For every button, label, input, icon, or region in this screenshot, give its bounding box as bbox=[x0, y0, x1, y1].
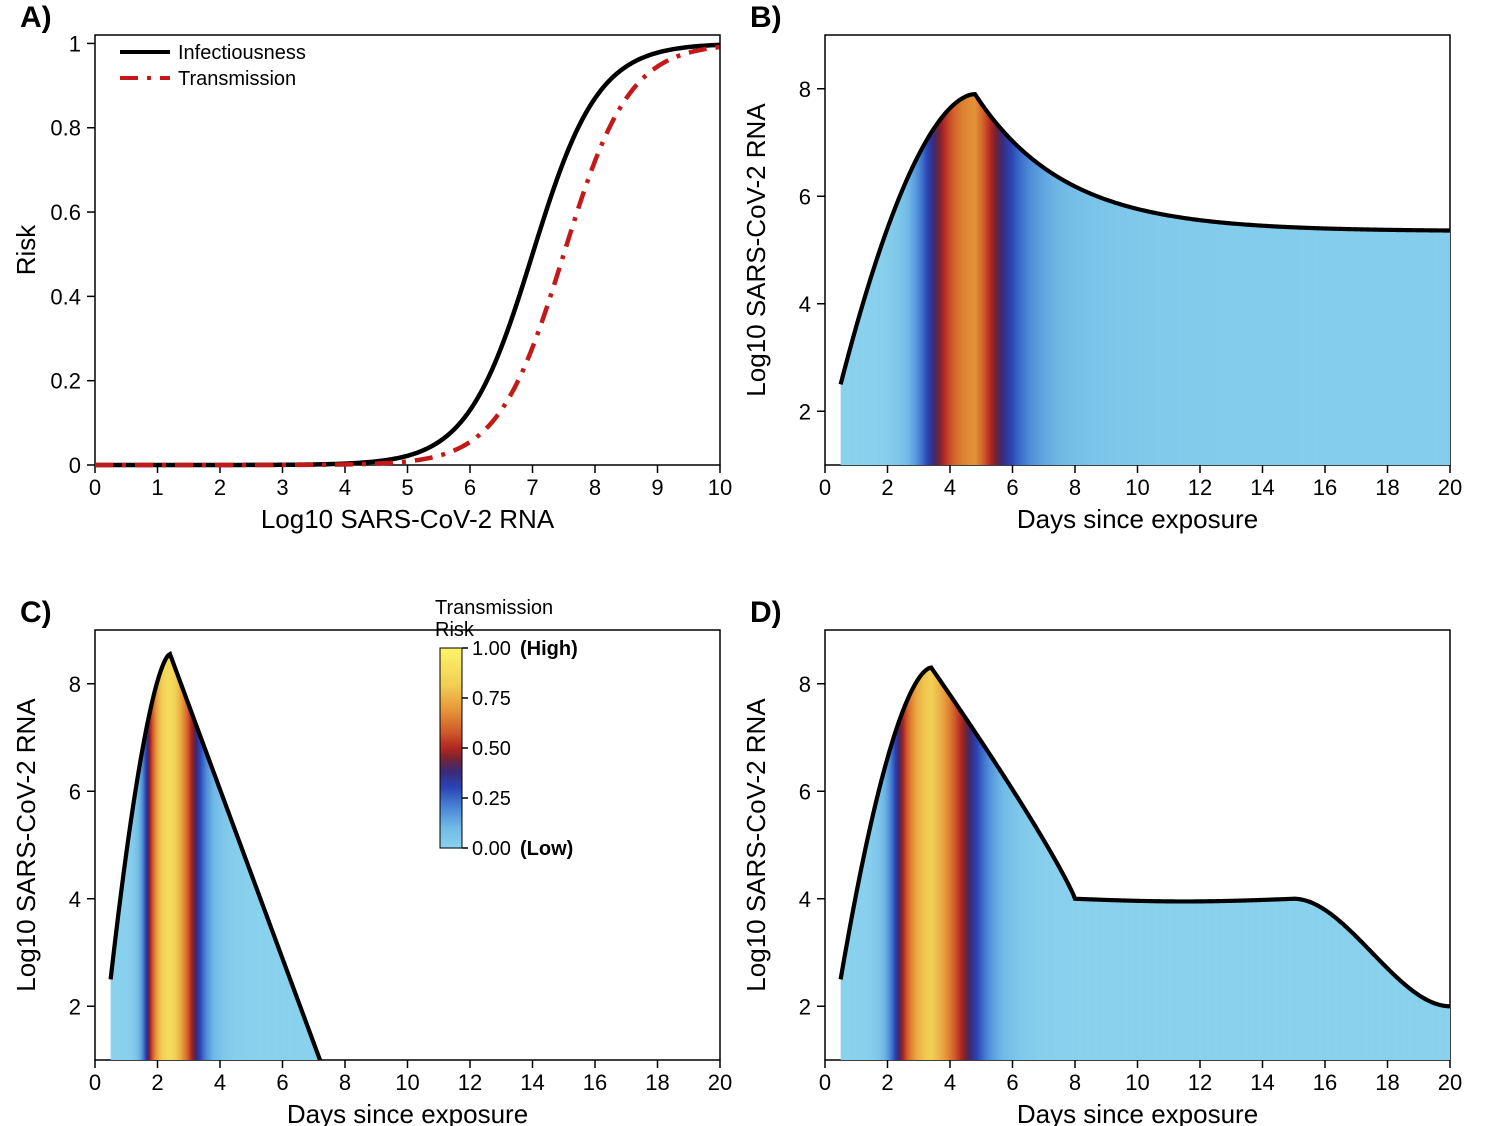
svg-text:Log10 SARS-CoV-2 RNA: Log10 SARS-CoV-2 RNA bbox=[741, 698, 771, 992]
svg-text:Transmission: Transmission bbox=[178, 68, 296, 90]
svg-text:0.4: 0.4 bbox=[50, 284, 81, 309]
svg-text:20: 20 bbox=[708, 1070, 732, 1095]
svg-text:2: 2 bbox=[881, 1070, 893, 1095]
svg-text:6: 6 bbox=[276, 1070, 288, 1095]
svg-text:6: 6 bbox=[1006, 1070, 1018, 1095]
svg-text:4: 4 bbox=[214, 1070, 226, 1095]
svg-text:2: 2 bbox=[151, 1070, 163, 1095]
svg-text:0: 0 bbox=[89, 475, 101, 500]
svg-text:4: 4 bbox=[799, 887, 811, 912]
svg-text:5: 5 bbox=[401, 475, 413, 500]
svg-text:6: 6 bbox=[799, 779, 811, 804]
figure-root: A)012345678910Log10 SARS-CoV-2 RNA00.20.… bbox=[0, 0, 1485, 1126]
svg-text:8: 8 bbox=[1069, 1070, 1081, 1095]
svg-text:6: 6 bbox=[464, 475, 476, 500]
svg-text:16: 16 bbox=[1313, 1070, 1337, 1095]
svg-text:18: 18 bbox=[645, 1070, 669, 1095]
svg-text:14: 14 bbox=[1250, 475, 1274, 500]
svg-text:16: 16 bbox=[1313, 475, 1337, 500]
svg-text:10: 10 bbox=[708, 475, 732, 500]
svg-text:6: 6 bbox=[1006, 475, 1018, 500]
svg-text:8: 8 bbox=[799, 77, 811, 102]
svg-text:18: 18 bbox=[1375, 475, 1399, 500]
svg-text:20: 20 bbox=[1438, 475, 1462, 500]
svg-text:1: 1 bbox=[69, 31, 81, 56]
svg-text:1: 1 bbox=[151, 475, 163, 500]
svg-text:14: 14 bbox=[1250, 1070, 1274, 1095]
svg-text:4: 4 bbox=[799, 292, 811, 317]
svg-text:12: 12 bbox=[458, 1070, 482, 1095]
svg-text:C): C) bbox=[20, 596, 52, 629]
svg-text:B): B) bbox=[750, 1, 782, 34]
svg-text:14: 14 bbox=[520, 1070, 544, 1095]
svg-text:8: 8 bbox=[339, 1070, 351, 1095]
svg-text:20: 20 bbox=[1438, 1070, 1462, 1095]
svg-text:0.50: 0.50 bbox=[472, 738, 511, 760]
svg-text:6: 6 bbox=[799, 184, 811, 209]
svg-text:18: 18 bbox=[1375, 1070, 1399, 1095]
svg-text:0.25: 0.25 bbox=[472, 788, 511, 810]
svg-text:6: 6 bbox=[69, 779, 81, 804]
svg-text:2: 2 bbox=[881, 475, 893, 500]
svg-text:Log10 SARS-CoV-2 RNA: Log10 SARS-CoV-2 RNA bbox=[741, 103, 771, 397]
figure-svg: A)012345678910Log10 SARS-CoV-2 RNA00.20.… bbox=[0, 0, 1485, 1126]
svg-text:2: 2 bbox=[214, 475, 226, 500]
svg-text:8: 8 bbox=[589, 475, 601, 500]
svg-text:0: 0 bbox=[89, 1070, 101, 1095]
svg-text:3: 3 bbox=[276, 475, 288, 500]
svg-text:0.6: 0.6 bbox=[50, 200, 81, 225]
svg-text:0.00: 0.00 bbox=[472, 838, 511, 860]
svg-text:10: 10 bbox=[1125, 475, 1149, 500]
svg-text:10: 10 bbox=[1125, 1070, 1149, 1095]
svg-text:0.75: 0.75 bbox=[472, 688, 511, 710]
svg-text:8: 8 bbox=[69, 672, 81, 697]
svg-text:0: 0 bbox=[819, 475, 831, 500]
svg-text:8: 8 bbox=[799, 672, 811, 697]
svg-text:A): A) bbox=[20, 1, 52, 34]
svg-text:D): D) bbox=[750, 596, 782, 629]
svg-text:0: 0 bbox=[819, 1070, 831, 1095]
svg-text:0.2: 0.2 bbox=[50, 369, 81, 394]
svg-text:4: 4 bbox=[69, 887, 81, 912]
svg-text:4: 4 bbox=[944, 475, 956, 500]
svg-text:12: 12 bbox=[1188, 475, 1212, 500]
svg-text:Days since exposure: Days since exposure bbox=[1017, 1099, 1258, 1126]
svg-text:Days since exposure: Days since exposure bbox=[287, 1099, 528, 1126]
svg-text:8: 8 bbox=[1069, 475, 1081, 500]
svg-text:2: 2 bbox=[69, 994, 81, 1019]
svg-text:2: 2 bbox=[799, 994, 811, 1019]
svg-text:(High): (High) bbox=[520, 638, 578, 660]
svg-text:2: 2 bbox=[799, 399, 811, 424]
svg-text:1.00: 1.00 bbox=[472, 638, 511, 660]
svg-text:Transmission: Transmission bbox=[435, 597, 553, 619]
svg-text:0: 0 bbox=[69, 453, 81, 478]
svg-text:Risk: Risk bbox=[11, 224, 41, 276]
svg-text:16: 16 bbox=[583, 1070, 607, 1095]
svg-text:0.8: 0.8 bbox=[50, 116, 81, 141]
svg-text:7: 7 bbox=[526, 475, 538, 500]
svg-text:12: 12 bbox=[1188, 1070, 1212, 1095]
svg-text:Log10 SARS-CoV-2 RNA: Log10 SARS-CoV-2 RNA bbox=[11, 698, 41, 992]
svg-text:Risk: Risk bbox=[435, 619, 475, 641]
svg-text:4: 4 bbox=[944, 1070, 956, 1095]
svg-text:Infectiousness: Infectiousness bbox=[178, 42, 306, 64]
svg-text:(Low): (Low) bbox=[520, 838, 573, 860]
svg-text:Log10 SARS-CoV-2 RNA: Log10 SARS-CoV-2 RNA bbox=[261, 504, 555, 534]
svg-text:10: 10 bbox=[395, 1070, 419, 1095]
svg-text:4: 4 bbox=[339, 475, 351, 500]
svg-text:Days since exposure: Days since exposure bbox=[1017, 504, 1258, 534]
svg-text:9: 9 bbox=[651, 475, 663, 500]
